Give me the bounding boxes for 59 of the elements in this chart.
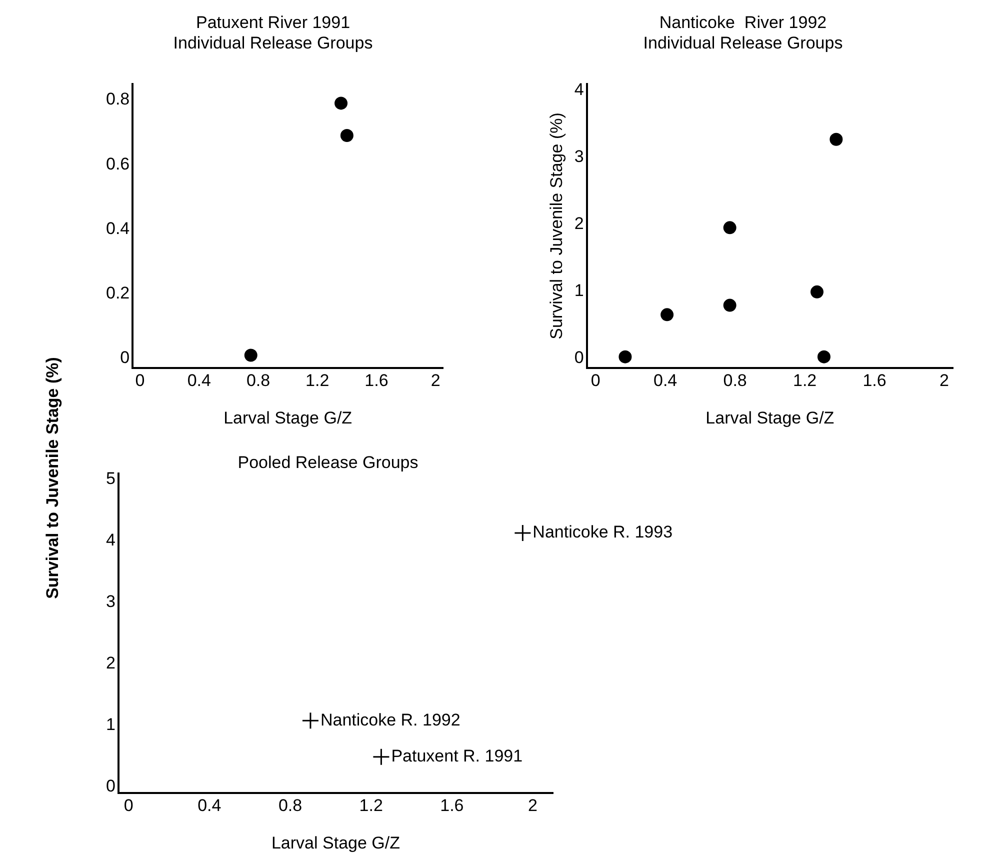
x-tick-label: 2	[940, 371, 950, 390]
point	[244, 348, 258, 362]
point	[660, 308, 674, 322]
y-tick-label: 0.8	[106, 90, 130, 109]
x-tick-label: 0.4	[198, 796, 222, 816]
y-tick-label: 0	[120, 348, 130, 368]
x-tick-label: 1.2	[792, 371, 817, 390]
y-tick-label: 0.2	[106, 284, 130, 303]
x-tick-label: 0	[590, 371, 600, 390]
y-tick-label: 0.4	[106, 218, 130, 238]
x-axis-title: Larval Stage G/Z	[224, 408, 352, 428]
point	[302, 712, 320, 730]
point	[723, 298, 736, 312]
x-tick-label: 0.4	[653, 371, 678, 390]
y-tick-label: 1	[106, 715, 116, 734]
point	[514, 524, 532, 542]
x-axis-title: Larval Stage G/Z	[706, 408, 834, 428]
y-axis-title: Survival to Juvenile Stage (%)	[546, 112, 566, 340]
y-tick-label: 0	[106, 776, 116, 796]
x-tick-label: 1.6	[440, 796, 464, 816]
x-tick-label: 2	[430, 371, 440, 390]
chart-subtitle: Individual Release Groups	[173, 33, 373, 52]
x-tick-label: 0.8	[246, 371, 270, 390]
x-tick-label: 0.8	[723, 371, 747, 390]
x-tick-label: 0	[135, 371, 145, 390]
y-tick-label: 5	[106, 469, 116, 488]
y-tick-label: 0.6	[106, 154, 130, 174]
chart-subtitle: Individual Release Groups	[643, 33, 843, 52]
y-tick-label: 2	[574, 214, 584, 234]
point	[810, 285, 824, 298]
annotation: Nanticoke R. 1992	[320, 710, 460, 730]
point	[618, 350, 632, 364]
x-tick-label: 1.6	[862, 371, 886, 390]
y-tick-label: 3	[574, 147, 584, 166]
y-tick-label: 3	[106, 592, 116, 612]
x-tick-label: 2	[528, 796, 538, 816]
x-tick-label: 0.4	[187, 371, 211, 390]
x-tick-label: 0.8	[278, 796, 302, 816]
point	[723, 221, 736, 234]
annotation: Nanticoke R. 1993	[532, 522, 673, 542]
chart-title: Patuxent River 1991	[196, 12, 350, 32]
chart-title: Pooled Release Groups	[238, 452, 418, 472]
chart-title: Nanticoke River 1992	[659, 12, 827, 32]
x-tick-label: 1.2	[359, 796, 383, 816]
x-axis-title: Larval Stage G/Z	[271, 833, 400, 852]
point	[372, 748, 390, 766]
y-tick-label: 0	[574, 348, 584, 367]
point	[340, 129, 354, 142]
y-axis-title: Survival to Juvenile Stage (%)	[43, 357, 63, 599]
annotation: Patuxent R. 1991	[391, 746, 523, 766]
y-tick-label: 4	[106, 530, 116, 550]
point	[334, 96, 348, 110]
point	[817, 350, 830, 364]
y-tick-label: 2	[106, 654, 116, 673]
x-tick-label: 1.2	[306, 371, 330, 390]
y-tick-label: 4	[574, 80, 584, 100]
x-tick-label: 1.6	[364, 371, 388, 390]
point	[830, 132, 843, 146]
y-tick-label: 1	[574, 280, 584, 300]
